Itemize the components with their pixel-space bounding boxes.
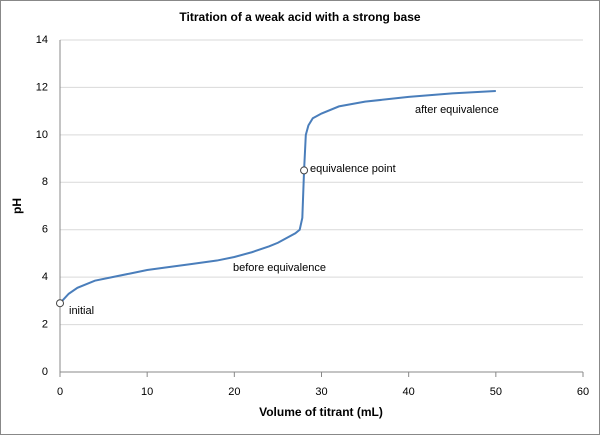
point-marker — [300, 166, 309, 175]
x-tick-label: 60 — [577, 386, 589, 398]
annotation: equivalence point — [310, 163, 396, 175]
annotation: initial — [69, 305, 94, 317]
y-tick-label: 10 — [36, 129, 48, 141]
y-axis-title: pH — [10, 198, 24, 214]
y-tick-label: 6 — [42, 224, 48, 236]
annotation: after equivalence — [415, 104, 499, 116]
y-tick-label: 14 — [36, 34, 48, 46]
chart-title: Titration of a weak acid with a strong b… — [179, 10, 420, 24]
x-tick-label: 50 — [490, 386, 502, 398]
y-tick-label: 12 — [36, 81, 48, 93]
point-marker — [56, 299, 64, 308]
y-tick-label: 2 — [42, 318, 48, 330]
x-tick-label: 10 — [141, 386, 153, 398]
line-series — [59, 89, 496, 304]
annotation: before equivalence — [233, 262, 326, 274]
y-tick-label: 8 — [42, 176, 48, 188]
x-tick-label: 0 — [57, 386, 63, 398]
x-tick-label: 20 — [228, 386, 240, 398]
y-tick-label: 4 — [42, 271, 48, 283]
x-tick-label: 30 — [315, 386, 327, 398]
x-axis-title: Volume of titrant (mL) — [259, 405, 383, 419]
x-tick-label: 40 — [403, 386, 415, 398]
y-tick-label: 0 — [42, 366, 48, 378]
